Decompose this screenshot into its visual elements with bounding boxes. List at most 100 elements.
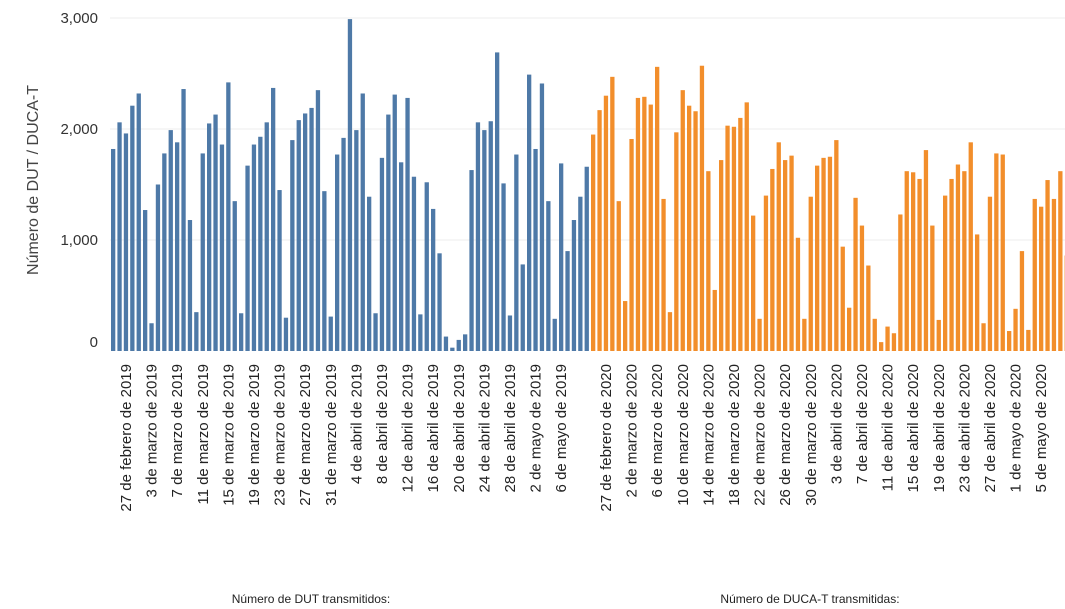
x-tick-label: 7 de marzo de 2019 [169, 364, 186, 497]
bar-duca-t [1058, 171, 1063, 351]
x-tick-label: 6 de mayo de 2019 [553, 364, 570, 492]
bar-dut [539, 83, 545, 352]
x-tick-label: 24 de abril de 2019 [476, 364, 493, 492]
bar-dut [155, 184, 161, 351]
bar-dut [418, 314, 423, 351]
bar-dut [552, 318, 557, 351]
bar-duca-t [853, 197, 858, 351]
bar-duca-t [987, 196, 993, 351]
bar-dut [283, 317, 289, 351]
bar-dut [443, 336, 449, 351]
bar-dut [277, 190, 282, 351]
bar-duca-t [1039, 206, 1044, 351]
x-tick-label: 27 de febrero de 2019 [118, 364, 135, 512]
bar-dut [431, 208, 436, 351]
bar-duca-t [623, 301, 628, 351]
bar-duca-t [642, 96, 647, 351]
x-tick-label: 11 de marzo de 2019 [195, 364, 212, 505]
bar-dut [469, 170, 474, 351]
bar-duca-t [731, 126, 737, 351]
bar-dut [168, 130, 173, 351]
bar-duca-t [680, 90, 685, 352]
bar-duca-t [610, 76, 615, 351]
bar-duca-t [744, 102, 749, 351]
bar-dut [360, 93, 365, 351]
x-tick-label: 6 de marzo de 2020 [649, 364, 666, 497]
bar-dut [482, 130, 487, 351]
bar-duca-t [719, 160, 724, 351]
bar-dut [111, 148, 116, 351]
bar-dut [328, 316, 333, 351]
bar-duca-t [936, 319, 941, 351]
bar-duca-t [917, 178, 922, 351]
x-tick-label: 27 de abril de 2020 [982, 364, 999, 492]
y-tick-label: 2,000 [60, 121, 98, 138]
x-tick-label: 2 de mayo de 2019 [528, 364, 545, 492]
x-tick-label: 16 de abril de 2019 [425, 364, 442, 492]
x-tick-label: 1 de mayo de 2020 [1008, 364, 1025, 492]
bar-dut [303, 113, 308, 352]
bar-duca-t [872, 318, 877, 351]
bar-duca-t [738, 117, 743, 352]
grid-lines [110, 17, 1065, 241]
x-tick-label: 2 de marzo de 2020 [624, 364, 641, 497]
bar-duca-t [968, 142, 973, 351]
bar-duca-t [885, 326, 890, 351]
legend-duca-t: Número de DUCA-T transmitidas: [720, 592, 899, 606]
bar-dut [475, 122, 481, 351]
bar-duca-t [949, 178, 954, 351]
bar-duca-t [1045, 180, 1050, 351]
bar-dut [149, 323, 154, 351]
x-tick-label: 27 de marzo de 2019 [297, 364, 314, 506]
bar-dut [578, 196, 583, 351]
bar-duca-t [725, 125, 730, 351]
bar-dut [514, 154, 519, 351]
bar-dut [207, 123, 212, 351]
bar-duca-t [706, 171, 711, 351]
x-tick-label: 27 de febrero de 2020 [598, 364, 615, 512]
bar-dut [200, 153, 205, 351]
x-axis-ticks: 27 de febrero de 2019 3 de marzo de 2019 7… [118, 364, 1050, 512]
x-tick-label: 11 de abril de 2020 [880, 364, 897, 491]
bar-duca-t [661, 198, 666, 351]
bar-duca-t [674, 132, 679, 351]
bar-duca-t [834, 140, 839, 351]
bar-duca-t [1032, 198, 1037, 351]
bar-dut [175, 142, 180, 351]
bar-duca-t [898, 214, 903, 351]
bar-dut [258, 136, 263, 351]
bar-duca-t [655, 66, 660, 351]
bar-duca-t [687, 105, 692, 351]
bar-duca-t [1013, 308, 1018, 351]
bar-duca-t [962, 171, 967, 351]
bar-dut [501, 183, 506, 351]
bar-duca-t [699, 65, 705, 351]
bar-dut [533, 148, 538, 351]
bar-duca-t [795, 237, 801, 351]
bar-duca-t [783, 160, 788, 351]
bar-dut [527, 74, 532, 352]
bar-duca-t [693, 111, 698, 352]
bar-dut [584, 166, 589, 351]
bar-duca-t [648, 104, 653, 351]
bar-duca-t [840, 246, 845, 351]
x-tick-label: 5 de mayo de 2020 [1033, 364, 1050, 492]
bar-dut [130, 105, 135, 351]
x-tick-label: 26 de marzo de 2020 [777, 364, 794, 506]
x-tick-label: 20 de abril de 2019 [451, 364, 468, 492]
x-tick-label: 7 de abril de 2020 [854, 364, 871, 484]
bar-dut [162, 153, 167, 351]
x-tick-label: 19 de abril de 2020 [931, 364, 948, 492]
bar-dut [373, 313, 378, 351]
bar-dut [411, 176, 417, 351]
bar-dut [507, 315, 513, 351]
bar-duca-t [667, 312, 673, 351]
bar-dut [571, 220, 577, 351]
y-tick-label: 0 [90, 334, 98, 351]
x-tick-label: 3 de abril de 2020 [828, 364, 845, 484]
x-tick-label: 10 de marzo de 2020 [675, 364, 692, 506]
bar-dut [488, 121, 493, 351]
x-tick-label: 18 de marzo de 2020 [726, 364, 743, 506]
x-tick-label: 8 de abril de 2019 [374, 364, 391, 484]
bar-duca-t [776, 142, 781, 351]
